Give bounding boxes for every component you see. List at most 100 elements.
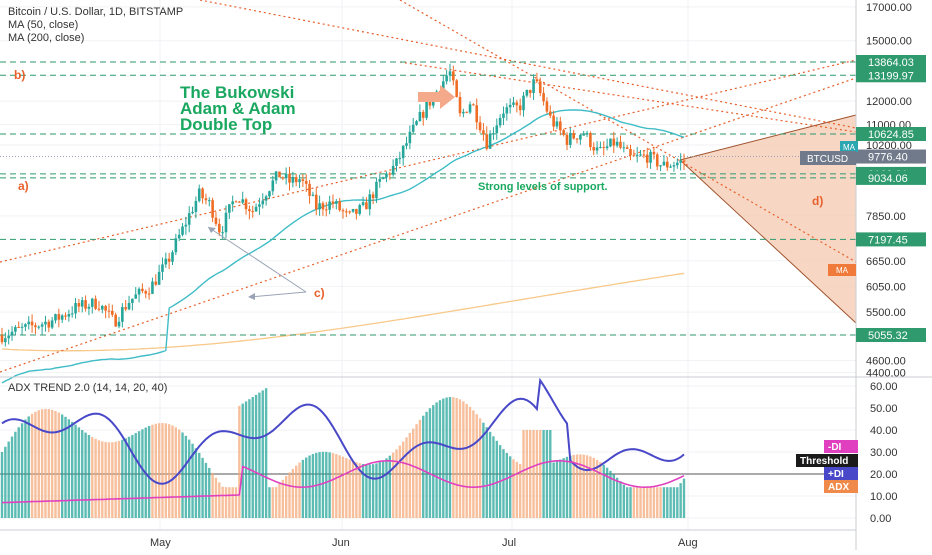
candle-body xyxy=(492,133,495,135)
time-tick-label: Aug xyxy=(678,537,698,549)
adx-legend-badge xyxy=(824,467,858,480)
candle-body xyxy=(191,211,194,214)
candle-body xyxy=(488,133,492,149)
candle-body xyxy=(291,177,295,183)
adx-bar xyxy=(117,440,121,518)
adx-bar xyxy=(482,422,485,518)
adx-bar xyxy=(425,411,428,518)
level-badge-label: 5055.32 xyxy=(868,330,908,342)
time-tick-label: Jul xyxy=(502,537,516,549)
adx-bar xyxy=(321,451,325,518)
adx-bar xyxy=(625,487,629,518)
candle-body xyxy=(94,298,97,309)
candle-body xyxy=(60,315,64,320)
adx-bar xyxy=(565,456,569,518)
adx-bar xyxy=(74,424,77,518)
candle-body xyxy=(639,154,642,156)
price-tick-label: 15000.00 xyxy=(866,36,912,48)
candle-body xyxy=(612,138,616,146)
candle-body xyxy=(244,199,248,210)
adx-title: ADX TREND 2.0 (14, 14, 20, 40) xyxy=(8,382,167,394)
candle-body xyxy=(254,206,258,212)
adx-bar xyxy=(188,439,191,518)
adx-bar xyxy=(619,481,622,518)
candle-body xyxy=(545,101,549,112)
adx-bar xyxy=(167,424,171,518)
candle-body xyxy=(197,188,201,201)
level-badge-label: 9776.40 xyxy=(868,152,908,164)
adx-legend-label: +DI xyxy=(828,469,844,480)
candle-body xyxy=(127,302,131,310)
adx-bar xyxy=(438,400,442,518)
candle-body xyxy=(281,177,285,179)
adx-bar xyxy=(328,452,331,518)
candle-body xyxy=(365,202,368,210)
adx-bar xyxy=(40,409,44,518)
adx-bar xyxy=(682,478,686,518)
adx-bar xyxy=(264,388,268,518)
candle-body xyxy=(482,130,485,135)
adx-bar xyxy=(652,487,656,518)
arrow-right-icon xyxy=(418,85,455,109)
time-tick-label: Jun xyxy=(332,537,350,549)
candle-body xyxy=(585,133,589,135)
adx-bar xyxy=(525,430,529,518)
candle-body xyxy=(448,71,452,76)
adx-bar xyxy=(47,409,51,518)
candle-body xyxy=(375,181,378,199)
candle-body xyxy=(408,131,412,144)
adx-bar xyxy=(385,458,388,518)
candle-body xyxy=(649,151,652,163)
candle-body xyxy=(619,141,622,148)
candle-body xyxy=(562,130,565,135)
adx-bar xyxy=(131,434,134,518)
candle-body xyxy=(391,165,395,175)
candle-body xyxy=(575,138,579,140)
candle-body xyxy=(137,288,141,295)
candle-body xyxy=(114,314,117,327)
adx-bar xyxy=(268,487,271,518)
adx-bar xyxy=(605,467,609,518)
adx-bar xyxy=(91,437,94,518)
label-b: b) xyxy=(14,68,25,82)
adx-bar xyxy=(612,474,615,518)
adx-bar xyxy=(224,487,228,518)
candle-body xyxy=(462,111,465,114)
adx-bar xyxy=(572,454,575,518)
adx-bar xyxy=(151,424,154,518)
candle-body xyxy=(635,154,639,156)
adx-bar xyxy=(375,463,378,518)
adx-bar xyxy=(458,399,462,518)
adx-bar xyxy=(20,423,24,518)
adx-bar xyxy=(228,487,231,518)
candle-body xyxy=(478,122,482,131)
price-tick-label: 5500.00 xyxy=(866,307,906,319)
adx-bar xyxy=(198,452,201,518)
adx-bar xyxy=(258,392,261,518)
candle-body xyxy=(425,101,428,118)
btcusd-tag xyxy=(800,151,856,165)
candle-body xyxy=(595,147,599,151)
level-badge xyxy=(856,55,926,69)
candle-body xyxy=(361,202,365,205)
adx-bar xyxy=(609,470,612,518)
candle-body xyxy=(552,115,555,127)
adx-bar xyxy=(632,487,636,518)
adx-legend-label: -DI xyxy=(828,442,842,453)
btcusd-tag-text: BTCUSD xyxy=(807,154,848,165)
candle-body xyxy=(157,271,161,285)
candle-body xyxy=(144,291,148,294)
candle-body xyxy=(662,161,666,166)
candle-body xyxy=(164,258,168,265)
candle-body xyxy=(314,194,318,210)
adx-bar xyxy=(585,455,589,518)
adx-bar xyxy=(599,462,602,518)
candle-body xyxy=(194,200,198,212)
candle-body xyxy=(221,232,224,234)
candle-body xyxy=(538,81,542,94)
candle-body xyxy=(141,288,144,292)
candle-body xyxy=(528,89,532,93)
adx-bar xyxy=(114,441,117,518)
